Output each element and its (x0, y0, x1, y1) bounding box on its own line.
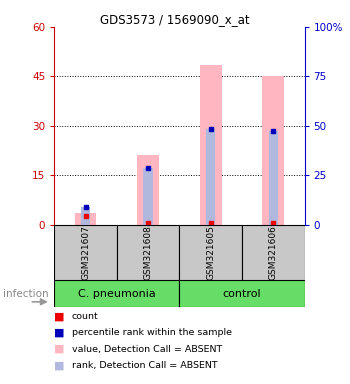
Bar (200, 65, 222, 225)
Text: GSM321607: GSM321607 (81, 225, 90, 280)
Bar (262, 76, 284, 225)
Text: value, Detection Call = ABSENT: value, Detection Call = ABSENT (72, 344, 222, 354)
Text: infection: infection (4, 289, 49, 299)
Text: count: count (72, 312, 98, 321)
Bar (75, 213, 97, 225)
Bar (54, 280, 179, 307)
Bar (54, 225, 117, 280)
Text: ■: ■ (54, 360, 65, 370)
Bar (179, 280, 304, 307)
Text: control: control (223, 289, 261, 299)
Text: GDS3573 / 1569090_x_at: GDS3573 / 1569090_x_at (100, 13, 250, 26)
Bar (137, 156, 159, 225)
Bar (206, 129, 215, 225)
Text: GSM321606: GSM321606 (269, 225, 278, 280)
Text: C. pneumonia: C. pneumonia (78, 289, 156, 299)
Bar (81, 207, 90, 225)
Text: ■: ■ (54, 312, 65, 322)
Text: GSM321608: GSM321608 (144, 225, 153, 280)
Text: ■: ■ (54, 328, 65, 338)
Bar (144, 168, 153, 225)
Bar (242, 225, 304, 280)
Bar (117, 225, 179, 280)
Text: percentile rank within the sample: percentile rank within the sample (72, 328, 232, 338)
Bar (179, 225, 242, 280)
Text: rank, Detection Call = ABSENT: rank, Detection Call = ABSENT (72, 361, 217, 370)
Bar (268, 131, 278, 225)
Text: GSM321605: GSM321605 (206, 225, 215, 280)
Text: ■: ■ (54, 344, 65, 354)
